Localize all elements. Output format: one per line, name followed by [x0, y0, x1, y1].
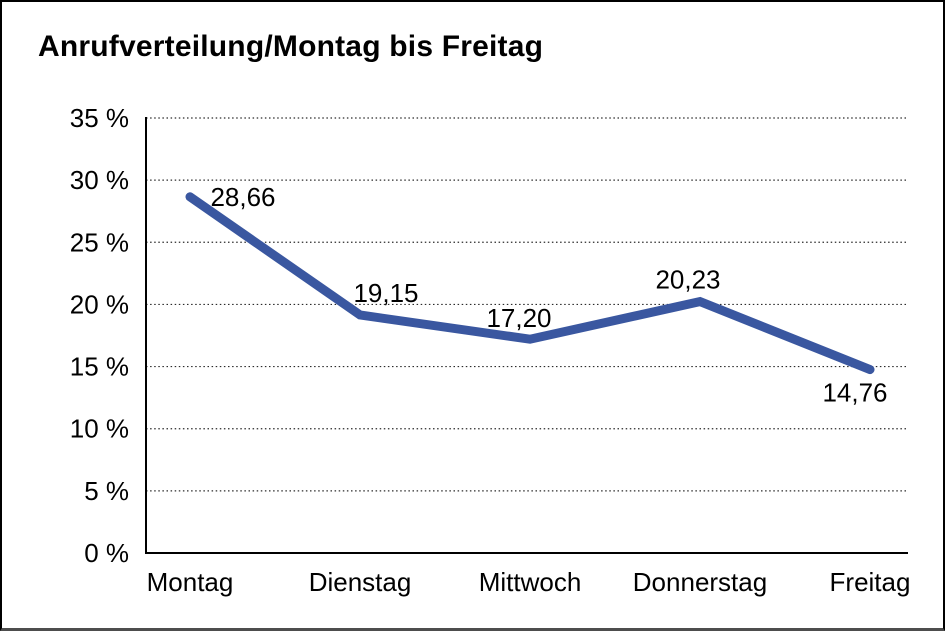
- y-tick-label: 35 %: [70, 103, 129, 133]
- data-point-label: 17,20: [486, 303, 551, 333]
- y-tick-label: 15 %: [70, 352, 129, 382]
- y-tick-label: 25 %: [70, 227, 129, 257]
- x-category-label: Mittwoch: [479, 567, 582, 597]
- data-point-label: 14,76: [822, 378, 887, 408]
- x-category-label: Dienstag: [309, 567, 412, 597]
- y-tick-label: 5 %: [84, 476, 129, 506]
- data-line: [185, 192, 875, 375]
- y-tick-label: 30 %: [70, 165, 129, 195]
- y-tick-label: 20 %: [70, 289, 129, 319]
- data-point-label: 19,15: [353, 278, 418, 308]
- data-point-label: 28,66: [210, 182, 275, 212]
- x-category-label: Freitag: [830, 567, 911, 597]
- y-tick-label: 0 %: [84, 538, 129, 568]
- x-category-label: Montag: [147, 567, 234, 597]
- data-point-label: 20,23: [655, 265, 720, 295]
- x-category-label: Donnerstag: [633, 567, 767, 597]
- chart-title: Anrufverteilung/Montag bis Freitag: [38, 30, 544, 63]
- y-tick-label: 10 %: [70, 414, 129, 444]
